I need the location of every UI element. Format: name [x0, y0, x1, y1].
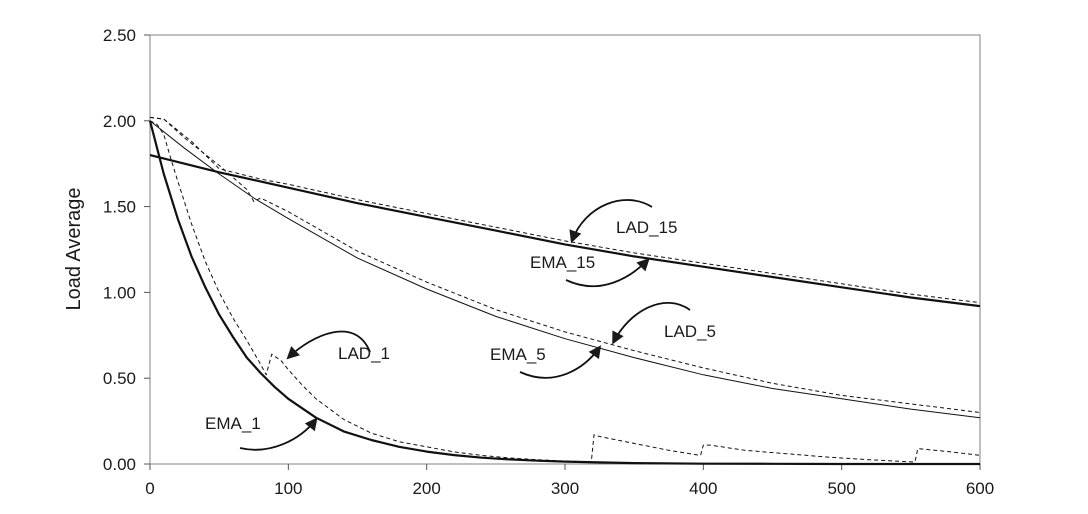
annotation-label-lad-5: LAD_5	[664, 322, 716, 341]
x-tick-label: 400	[689, 479, 717, 498]
x-tick-label: 500	[827, 479, 855, 498]
annotation-arrow-ema-15	[565, 258, 650, 288]
series-line-lad-15	[149, 116, 981, 304]
series-line-lad-5	[149, 116, 981, 413]
y-axis-label: Load Average	[63, 187, 85, 310]
x-tick-label: 600	[966, 479, 994, 498]
y-tick-label: 1.00	[103, 283, 136, 302]
annotation-arrow-ema-5	[519, 345, 602, 379]
x-tick-label: 300	[551, 479, 579, 498]
annotation-arrow-lad-5	[612, 301, 691, 345]
annotation-label-lad-15: LAD_15	[616, 218, 677, 237]
x-tick-label: 200	[412, 479, 440, 498]
y-tick-label: 1.50	[103, 198, 136, 217]
annotation-arrow-lad-15	[569, 199, 653, 244]
annotation-label-ema-15: EMA_15	[530, 253, 595, 272]
series-line-ema-5	[149, 120, 981, 419]
y-tick-label: 2.00	[103, 112, 136, 131]
y-tick-label: 0.00	[103, 455, 136, 474]
series-line-lad-1	[149, 120, 981, 463]
y-tick-label: 0.50	[103, 369, 136, 388]
annotation-arrow-lad-1	[286, 330, 371, 360]
annotation-label-ema-5: EMA_5	[490, 345, 546, 364]
annotation-label-lad-1: LAD_1	[338, 344, 390, 363]
series-line-ema-1	[148, 120, 980, 466]
x-tick-label: 0	[145, 479, 154, 498]
x-tick-label: 100	[274, 479, 302, 498]
y-tick-label: 2.50	[103, 26, 136, 45]
annotation-label-ema-1: EMA_1	[205, 414, 261, 433]
plot-area	[149, 34, 981, 465]
series-line-ema-15	[149, 154, 981, 308]
annotation-arrow-ema-1	[239, 417, 318, 451]
